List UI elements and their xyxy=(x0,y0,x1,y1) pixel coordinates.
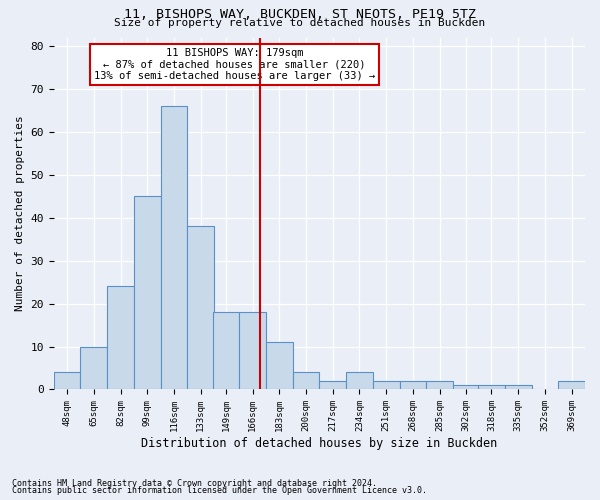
Bar xyxy=(453,385,479,390)
Bar xyxy=(478,385,505,390)
Bar xyxy=(266,342,293,390)
Bar xyxy=(505,385,532,390)
Bar xyxy=(426,381,453,390)
Bar xyxy=(187,226,214,390)
Bar xyxy=(558,381,585,390)
Bar xyxy=(54,372,80,390)
Text: Contains HM Land Registry data © Crown copyright and database right 2024.: Contains HM Land Registry data © Crown c… xyxy=(12,478,377,488)
Bar xyxy=(400,381,426,390)
Bar xyxy=(239,312,266,390)
Bar xyxy=(161,106,187,390)
Bar xyxy=(319,381,346,390)
Text: Contains public sector information licensed under the Open Government Licence v3: Contains public sector information licen… xyxy=(12,486,427,495)
Bar xyxy=(373,381,400,390)
Text: 11 BISHOPS WAY: 179sqm
← 87% of detached houses are smaller (220)
13% of semi-de: 11 BISHOPS WAY: 179sqm ← 87% of detached… xyxy=(94,48,375,82)
Bar xyxy=(107,286,134,390)
Bar xyxy=(134,196,161,390)
X-axis label: Distribution of detached houses by size in Buckden: Distribution of detached houses by size … xyxy=(141,437,497,450)
Bar xyxy=(212,312,239,390)
Text: Size of property relative to detached houses in Buckden: Size of property relative to detached ho… xyxy=(115,18,485,28)
Y-axis label: Number of detached properties: Number of detached properties xyxy=(15,116,25,312)
Text: 11, BISHOPS WAY, BUCKDEN, ST NEOTS, PE19 5TZ: 11, BISHOPS WAY, BUCKDEN, ST NEOTS, PE19… xyxy=(124,8,476,20)
Bar xyxy=(80,346,107,390)
Bar xyxy=(346,372,373,390)
Bar xyxy=(293,372,319,390)
